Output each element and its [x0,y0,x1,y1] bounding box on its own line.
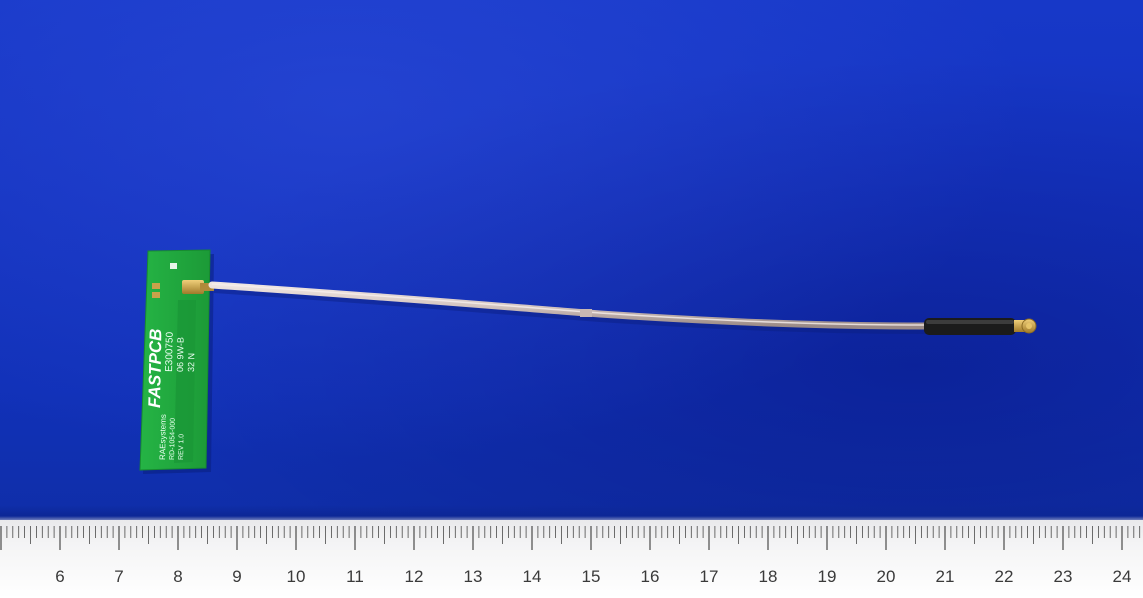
pcb-line-3: 32 N [186,353,196,372]
ruler-label: 11 [346,567,364,586]
pcb-marking [170,263,177,269]
cable-splice [580,309,592,317]
pcb-model: RD-1054-000 [169,418,177,460]
ruler-scale: 6 7 8 9 10 11 12 13 14 15 16 17 18 19 20 21 22 23 24 [0,526,1141,586]
ruler-label: 15 [582,567,601,586]
cable-sleeve [924,318,1016,335]
ruler-label: 20 [877,567,896,586]
solder-pad [152,283,160,289]
pcb-maker: RAEsystems [158,414,168,460]
ruler-label: 14 [523,567,542,586]
pcb-part-number: E300750 [164,331,176,372]
ruler-label: 23 [1054,567,1073,586]
ruler-label: 18 [759,567,778,586]
ruler-label: 21 [936,567,955,586]
ruler-label: 19 [818,567,837,586]
pcb-revision: REV 1.0 [178,434,185,460]
ruler-label: 13 [464,567,483,586]
ruler-label: 24 [1113,567,1132,586]
pcb-line-2: 06 9W-B [175,337,186,372]
ruler-label: 16 [641,567,660,586]
solder-pad [152,292,160,298]
ruler-label: 7 [114,567,123,586]
antenna-scene: FASTPCB E300750 06 9W-B 32 N RAEsystems … [139,249,1037,474]
ufl-connector-end [1014,318,1037,334]
pcb-antenna: FASTPCB E300750 06 9W-B 32 N RAEsystems … [139,249,211,471]
ruler-label: 9 [232,567,241,586]
ruler-label: 8 [173,567,182,586]
ufl-connector-pcb [182,280,214,294]
ruler: 6 7 8 9 10 11 12 13 14 15 16 17 18 19 20 21 22 23 24 [0,520,1143,598]
ruler-label: 17 [700,567,719,586]
ruler-label: 22 [995,567,1014,586]
ruler-label: 12 [405,567,424,586]
ruler-label: 6 [55,567,64,586]
ruler-label: 10 [287,567,306,586]
coax-cable [208,281,932,330]
pcb-logo: FASTPCB [145,328,165,408]
